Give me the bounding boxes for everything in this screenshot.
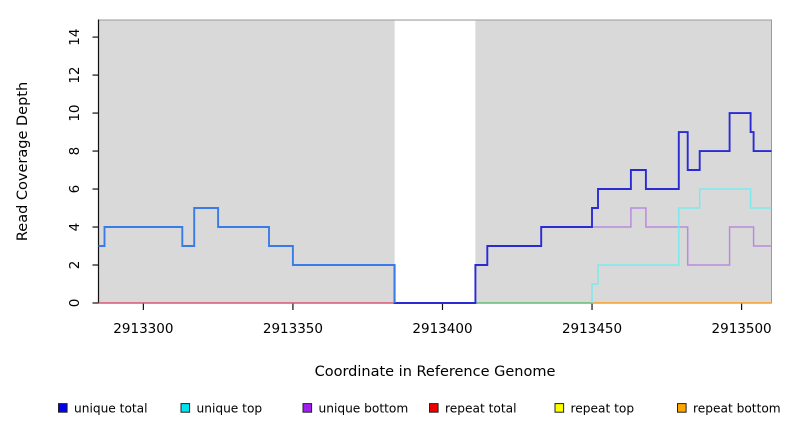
x-axis-title: Coordinate in Reference Genome bbox=[315, 364, 556, 380]
y-tick-label: 10 bbox=[67, 104, 83, 121]
legend-item: repeat top bbox=[554, 401, 635, 415]
y-axis-title: Read Coverage Depth bbox=[15, 82, 31, 241]
legend-item: repeat total bbox=[429, 401, 516, 415]
x-tick-label: 2913350 bbox=[263, 321, 323, 337]
legend-label: repeat total bbox=[445, 401, 516, 415]
legend-item: unique top bbox=[180, 401, 263, 415]
legend-swatch bbox=[58, 403, 68, 413]
y-tick-label: 14 bbox=[67, 29, 83, 46]
y-tick-label: 0 bbox=[67, 299, 83, 308]
plot-layer: 0 2 4 6 8 10 12 14 2913300 2913350 2913400 2913450 2… bbox=[67, 19, 772, 337]
x-tick-label: 2913400 bbox=[412, 321, 472, 337]
x-tick-label: 2913300 bbox=[113, 321, 173, 337]
x-tick-label: 2913450 bbox=[562, 321, 622, 337]
legend-item: unique bottom bbox=[302, 401, 409, 415]
legend-label: unique bottom bbox=[319, 401, 409, 415]
masked-region bbox=[394, 20, 476, 303]
chart-legend: unique total unique top unique bottom repea… bbox=[58, 401, 781, 415]
x-tick-label: 2913500 bbox=[712, 321, 772, 337]
series-line-unique-total-left bbox=[98, 207, 396, 303]
legend-item: unique total bbox=[58, 401, 148, 415]
legend-label: unique total bbox=[74, 401, 148, 415]
legend-swatch bbox=[554, 403, 565, 413]
series-line-unique-top bbox=[591, 188, 772, 303]
legend-label: unique top bbox=[197, 401, 263, 415]
y-tick-label: 4 bbox=[67, 223, 83, 232]
legend-swatch bbox=[429, 403, 439, 413]
y-tick-label: 8 bbox=[67, 147, 83, 156]
y-tick-label: 6 bbox=[67, 185, 83, 194]
y-tick-label: 2 bbox=[67, 261, 83, 270]
series-line-unique-total bbox=[393, 112, 772, 304]
legend-item: repeat bottom bbox=[677, 401, 781, 415]
legend-swatch bbox=[302, 403, 313, 413]
legend-swatch bbox=[180, 403, 191, 413]
y-tick-label: 12 bbox=[67, 66, 83, 83]
legend-swatch bbox=[677, 403, 687, 413]
legend-label: repeat bottom bbox=[693, 401, 781, 415]
legend-label: repeat top bbox=[571, 401, 635, 415]
